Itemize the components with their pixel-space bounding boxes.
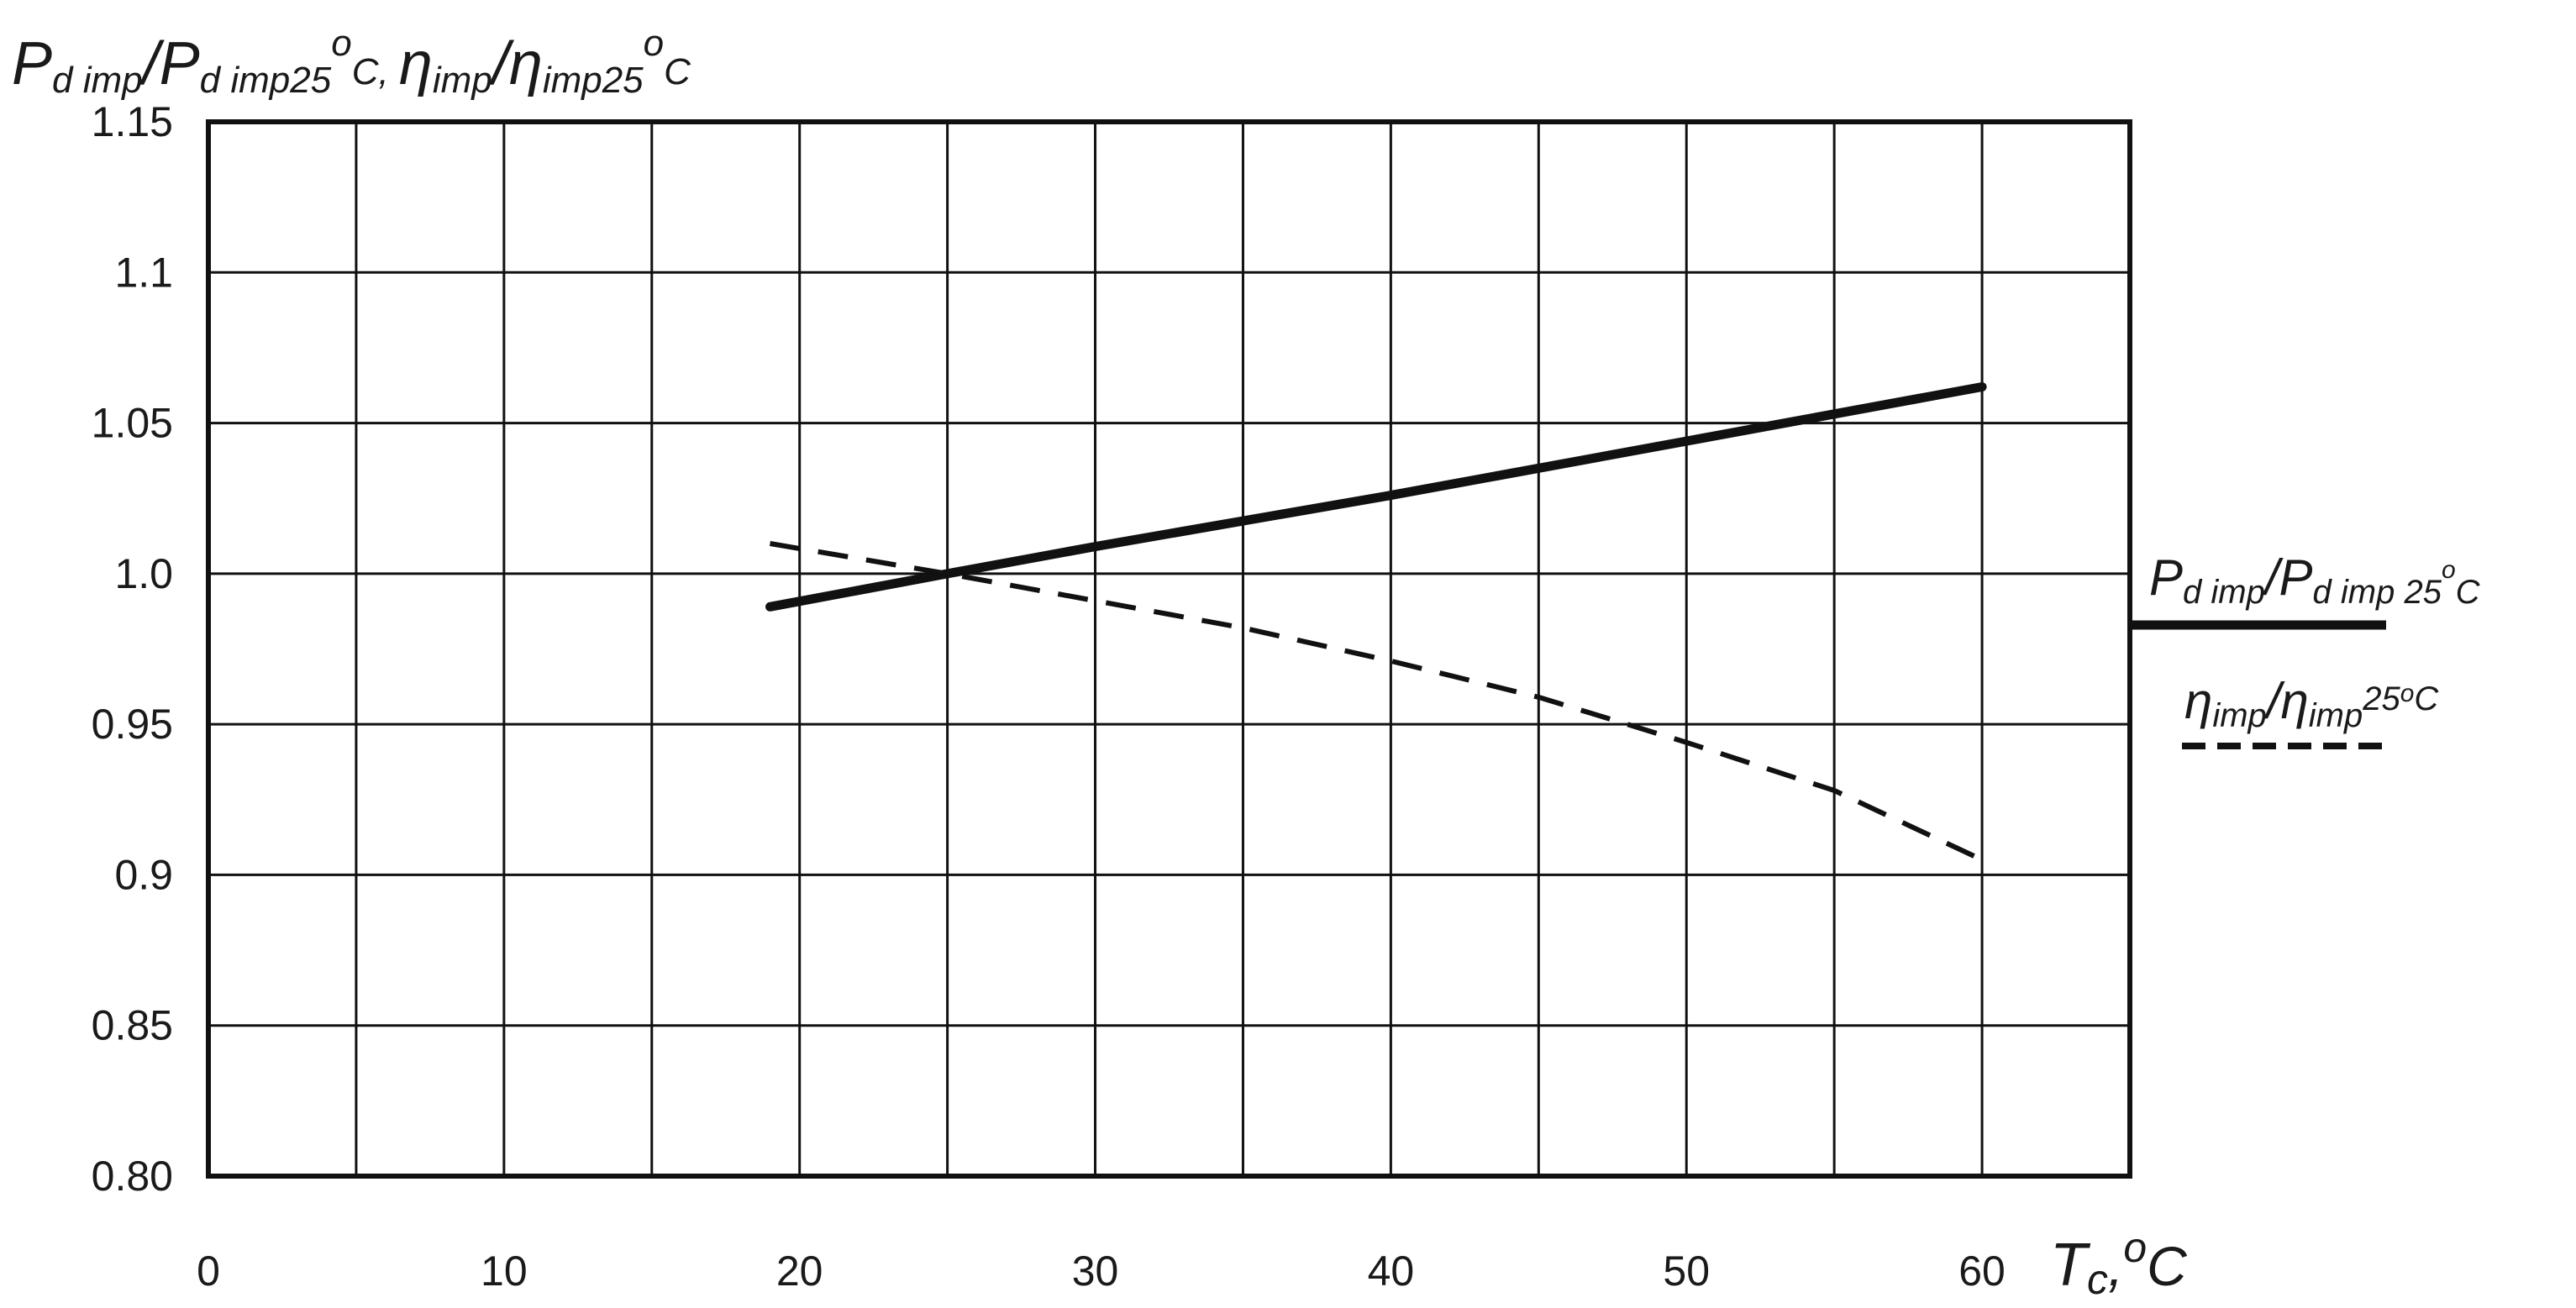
legend-label-solid: Pd imp/Pd imp 25oC <box>2149 549 2481 611</box>
series-line-dashed <box>769 541 1984 863</box>
y-axis-ticks: 0.80 0.85 0.9 0.95 1.0 1.05 1.1 1.15 <box>92 98 173 1200</box>
series-lines <box>765 382 1987 863</box>
legend-label-dashed: ηimp/ηimp25oC <box>2184 673 2439 734</box>
x-tick-label: 30 <box>1072 1248 1119 1295</box>
x-tick-label: 50 <box>1663 1248 1710 1295</box>
x-tick-label: 0 <box>197 1248 220 1295</box>
y-tick-label: 1.15 <box>92 98 173 145</box>
y-tick-label: 0.85 <box>92 1002 173 1049</box>
y-tick-label: 1.0 <box>114 550 173 597</box>
x-axis-title: Tc,oC <box>2050 1224 2188 1303</box>
y-tick-label: 0.95 <box>92 701 173 748</box>
series-line-solid <box>765 382 1987 612</box>
y-tick-label: 1.1 <box>114 249 173 296</box>
x-tick-label: 40 <box>1368 1248 1415 1295</box>
grid <box>206 119 2132 1179</box>
y-tick-label: 0.80 <box>92 1153 173 1200</box>
plot-frame <box>206 119 2132 1179</box>
legend: Pd imp/Pd imp 25oC ηimp/ηimp25oC <box>2128 549 2481 749</box>
x-tick-label: 10 <box>481 1248 528 1295</box>
y-tick-label: 0.9 <box>114 851 173 898</box>
y-tick-label: 1.05 <box>92 400 173 447</box>
x-tick-label: 60 <box>1958 1248 2006 1295</box>
x-axis-ticks: 0 10 20 30 40 50 60 <box>197 1248 2006 1295</box>
x-tick-label: 20 <box>776 1248 823 1295</box>
y-axis-title: Pd imp/Pd imp25oC, ηimp/ηimp25oC <box>12 23 691 101</box>
